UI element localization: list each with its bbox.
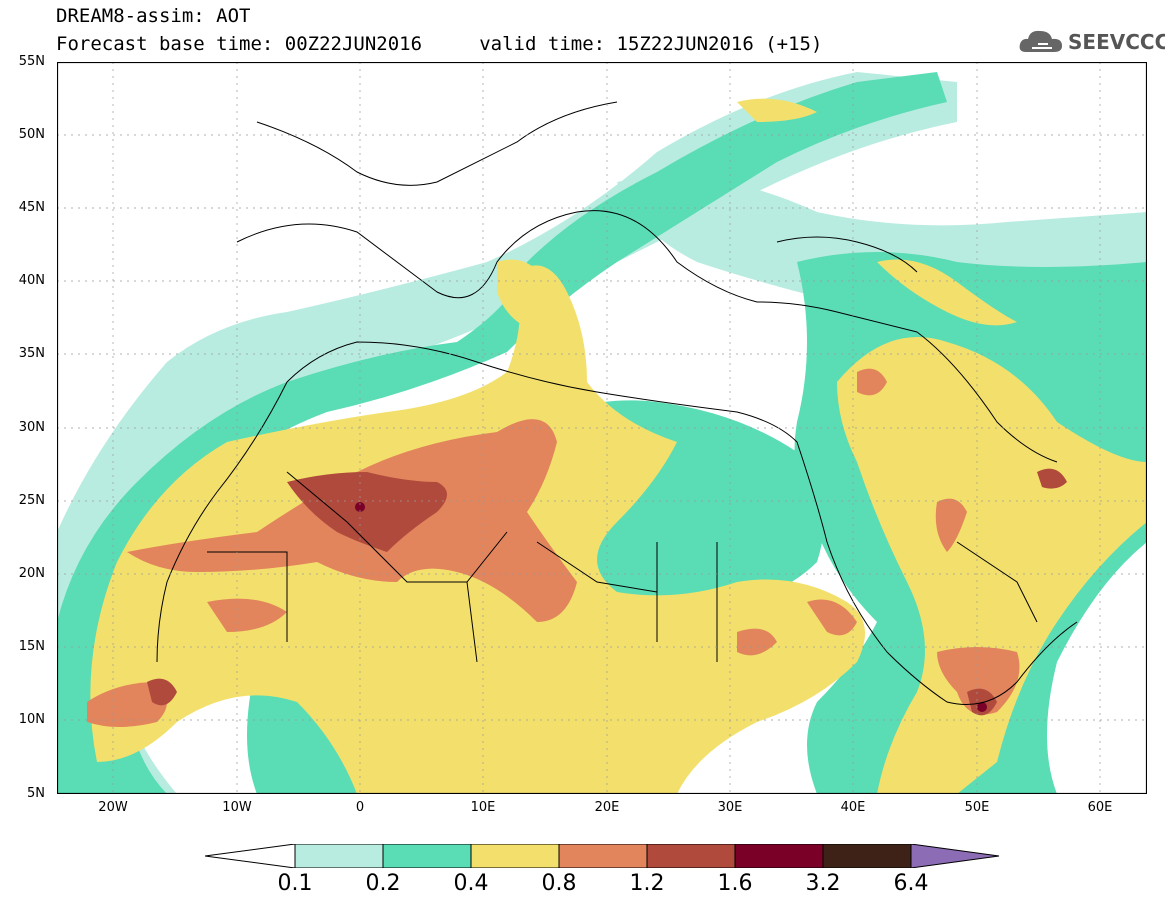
colorbar-bin-5 — [646, 844, 736, 868]
lon-label: 0 — [355, 800, 365, 815]
lon-label: 10W — [222, 800, 252, 815]
lat-label: 30N — [18, 420, 45, 435]
aot-level-1-6 — [355, 502, 987, 712]
lat-label: 20N — [18, 566, 45, 581]
forecast-time-line: Forecast base time: 00Z22JUN2016 valid t… — [56, 33, 823, 55]
lon-label: 40E — [840, 800, 866, 815]
lon-label: 20W — [98, 800, 128, 815]
seevccc-logo: SEEVCCC — [1018, 26, 1165, 56]
lat-label: 15N — [18, 639, 45, 654]
colorbar-label: 0.2 — [365, 871, 401, 896]
colorbar-label: 1.6 — [717, 871, 753, 896]
colorbar-label: 6.4 — [893, 871, 929, 896]
coastlines — [156, 101, 1078, 705]
colorbar-bin-6 — [734, 844, 824, 868]
colorbar-bin-4 — [558, 844, 648, 868]
lon-label: 50E — [964, 800, 990, 815]
lat-label: 55N — [18, 54, 45, 69]
colorbar-high-arrow — [910, 844, 1000, 868]
lat-label: 50N — [18, 127, 45, 142]
logo-text: SEEVCCC — [1068, 30, 1165, 54]
colorbar-low-arrow — [205, 844, 296, 868]
colorbar — [205, 844, 1000, 868]
lon-label: 60E — [1087, 800, 1113, 815]
lat-label: 45N — [18, 200, 45, 215]
colorbar-label: 0.1 — [277, 871, 313, 896]
lat-label: 25N — [18, 493, 45, 508]
aot-level-1-2 — [147, 468, 1067, 716]
lat-label: 35N — [18, 346, 45, 361]
colorbar-label: 3.2 — [805, 871, 841, 896]
lon-label: 10E — [470, 800, 496, 815]
lon-label: 30E — [717, 800, 743, 815]
lon-label: 20E — [594, 800, 620, 815]
lat-label: 40N — [18, 273, 45, 288]
lat-label: 10N — [18, 712, 45, 727]
colorbar-label: 0.4 — [453, 871, 489, 896]
colorbar-bin-7 — [822, 844, 912, 868]
colorbar-label: 0.8 — [541, 871, 577, 896]
lat-label: 5N — [27, 786, 45, 801]
map-title: DREAM8-assim: AOT — [56, 5, 251, 27]
aot-map — [57, 62, 1147, 794]
colorbar-bin-2 — [382, 844, 472, 868]
cloud-icon — [1019, 30, 1062, 52]
colorbar-bin-1 — [294, 844, 384, 868]
graticule — [57, 62, 1147, 794]
colorbar-bin-3 — [470, 844, 560, 868]
map-border — [57, 62, 1147, 794]
colorbar-label: 1.2 — [629, 871, 665, 896]
